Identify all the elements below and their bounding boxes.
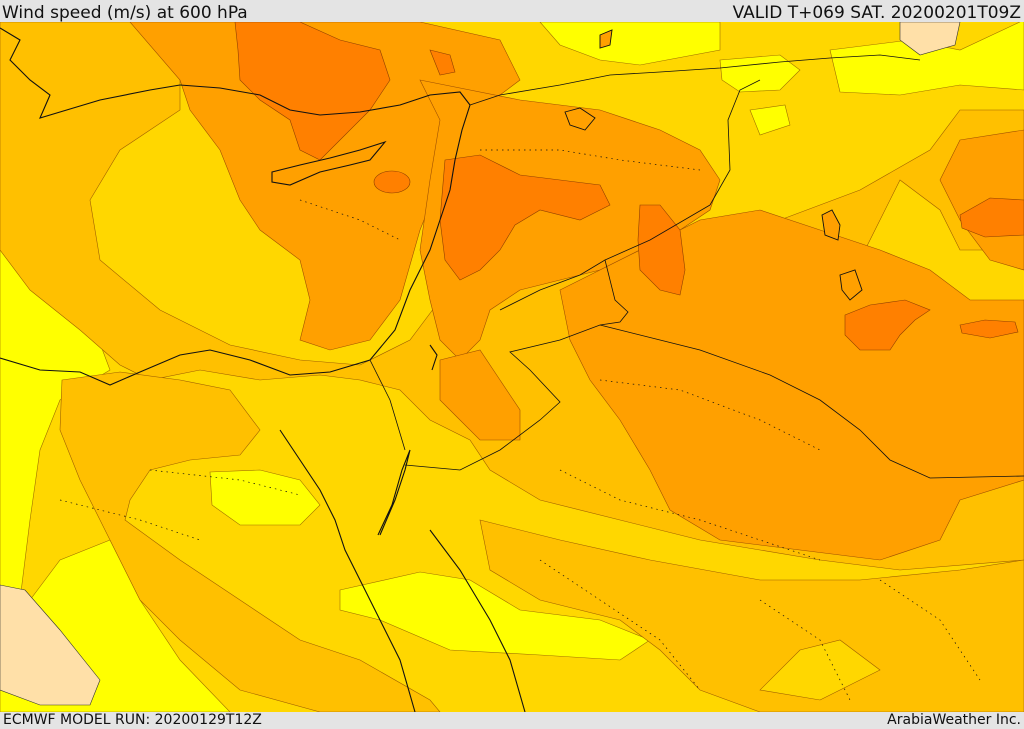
- wind-core-strongest-syria: [439, 154, 611, 281]
- wind-band-strong-egypt: [59, 371, 441, 712]
- footer-bar: ECMWF MODEL RUN: 20200129T12Z ArabiaWeat…: [0, 712, 1024, 729]
- wind-core-strongest-east: [959, 319, 1019, 339]
- province-borders: [59, 149, 981, 701]
- country-borders: [369, 54, 1024, 479]
- credit: ArabiaWeather Inc.: [887, 712, 1021, 728]
- wind-band-weakest-north: [899, 22, 961, 56]
- map-canvas: [0, 22, 1024, 712]
- wind-band-light-sinai: [209, 469, 321, 526]
- wind-band-light-redsea: [339, 571, 651, 661]
- wind-band-stronger-jordan: [439, 349, 521, 441]
- wind-core-strongest-anatolia: [234, 22, 391, 161]
- wind-core-strongest-gulf: [844, 299, 931, 351]
- wind-band-moderate-south: [759, 639, 881, 701]
- wind-band-strong-arabia: [479, 519, 1024, 712]
- wind-band-light-spot: [749, 104, 791, 136]
- wind-core-strongest-cyprus: [373, 170, 411, 194]
- wind-band-weakest-west: [0, 584, 101, 706]
- model-run: ECMWF MODEL RUN: 20200129T12Z: [3, 712, 262, 728]
- coastlines: [0, 27, 526, 712]
- map-title: Wind speed (m/s) at 600 hPa: [2, 3, 248, 23]
- wind-band-stronger-gulf: [559, 209, 1024, 561]
- wind-speed-map[interactable]: [0, 22, 1024, 712]
- wind-core-strongest-iran: [959, 197, 1024, 238]
- lakes: [564, 29, 863, 301]
- wind-band-light-caspian: [719, 54, 801, 93]
- wind-core-strongest-north: [429, 49, 456, 76]
- wind-core-strongest-iraq: [637, 204, 686, 296]
- header-bar: Wind speed (m/s) at 600 hPa VALID T+069 …: [0, 0, 1024, 23]
- wind-band-stronger-levant: [419, 79, 721, 361]
- wind-band-light-north: [539, 22, 721, 66]
- wind-band-stronger-anatolia: [129, 22, 521, 351]
- valid-time: VALID T+069 SAT. 20200201T09Z: [732, 3, 1021, 23]
